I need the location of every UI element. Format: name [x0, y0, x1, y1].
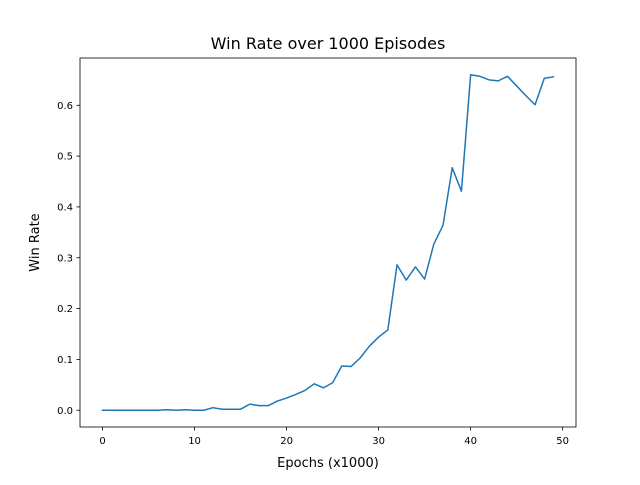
y-tick-label: 0.0 [57, 406, 73, 417]
y-tick-label: 0.5 [57, 152, 73, 163]
y-tick-label: 0.2 [57, 304, 73, 315]
series-line [101, 74, 555, 411]
x-tick-label: 0 [99, 436, 105, 447]
x-tick-label: 10 [188, 436, 201, 447]
x-axis-label: Epochs (x1000) [277, 456, 379, 471]
y-tick-label: 0.6 [57, 101, 73, 112]
x-tick-label: 50 [556, 436, 569, 447]
y-tick-label: 0.4 [57, 203, 73, 214]
y-axis-label: Win Rate [28, 213, 43, 271]
chart-title: Win Rate over 1000 Episodes [211, 34, 446, 53]
x-tick-label: 40 [464, 436, 477, 447]
y-tick-label: 0.1 [57, 355, 73, 366]
y-tick-label: 0.3 [57, 253, 73, 264]
series-layer [101, 74, 555, 411]
ticks-layer: 0 10 20 30 40 50 0.0 0.1 0.2 0.3 0.4 0.5 0.6 [57, 101, 569, 447]
x-tick-label: 20 [280, 436, 293, 447]
axes-frame [79, 57, 577, 428]
x-tick-label: 30 [372, 436, 385, 447]
